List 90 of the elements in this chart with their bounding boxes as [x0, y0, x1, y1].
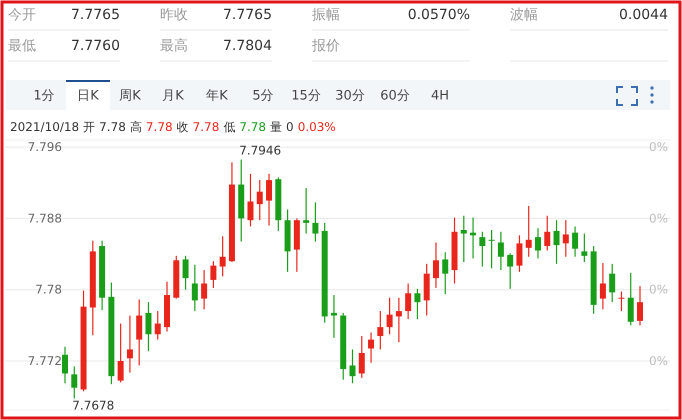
text: 报价 [311, 38, 340, 54]
candlestick [303, 188, 310, 234]
candlestick [488, 229, 495, 269]
candlestick [62, 346, 68, 384]
candlestick [118, 322, 124, 383]
candlestick [507, 252, 514, 290]
text: 7.7765 [71, 7, 120, 23]
text: 低 [223, 120, 236, 134]
candlestick [600, 262, 606, 310]
candlestick [210, 260, 216, 289]
candlestick [526, 205, 532, 258]
candlestick [256, 180, 263, 221]
text: 7.78 [99, 120, 126, 134]
text: 0% [648, 354, 668, 368]
text: 最低 [8, 38, 36, 54]
candlestick [544, 215, 550, 252]
text: 7.78 [192, 120, 220, 134]
text: 7.7760 [71, 38, 120, 54]
text: 今开 [8, 7, 36, 23]
text: 7.7765 [223, 7, 272, 23]
candlestick [201, 270, 208, 310]
candlestick [516, 234, 522, 272]
candlestick [192, 264, 198, 312]
text: 开 [83, 120, 96, 134]
candlestick [358, 335, 365, 379]
text: 波幅 [510, 7, 538, 23]
text: 月K [162, 88, 184, 104]
text: 高 [130, 120, 142, 134]
candlestick [405, 282, 412, 320]
candlestick [562, 220, 569, 258]
text: 7.7804 [223, 38, 272, 54]
candlestick [442, 252, 448, 295]
candlestick [414, 288, 420, 320]
annotation: 7.7678 [72, 398, 114, 412]
text: 15分 [291, 88, 321, 104]
candlestick [609, 263, 616, 303]
candlestick [247, 173, 254, 228]
candlestick [470, 216, 476, 260]
candlestick [126, 314, 133, 374]
text: 最高 [160, 38, 188, 54]
candlestick [71, 366, 78, 400]
text: 0.0570% [408, 7, 470, 23]
candlestick [554, 220, 560, 264]
candlestick [637, 286, 643, 326]
y-tick-label: 7.78 [35, 282, 62, 297]
candlestick [432, 242, 439, 289]
candlestick [581, 232, 588, 263]
text: 0.0044 [619, 7, 668, 23]
candlestick [618, 290, 624, 312]
text: 7.78 [146, 120, 173, 134]
text: 5分 [252, 88, 274, 104]
candlestick [182, 255, 189, 290]
text: 日K [77, 88, 100, 104]
text: 7.78 [239, 120, 266, 134]
text: 0 [286, 120, 294, 134]
candlestick [266, 173, 272, 226]
y-tick-label: 7.788 [28, 211, 62, 226]
text: 收 [176, 120, 189, 134]
y-tick-label: 7.796 [28, 140, 62, 154]
text: 振幅 [312, 7, 340, 23]
candlestick [460, 215, 467, 263]
text: 0% [648, 211, 668, 226]
text: 0% [648, 282, 668, 297]
candlestick [350, 348, 356, 384]
candlestick [220, 236, 226, 277]
candlestick [368, 332, 374, 364]
candlestick [145, 302, 152, 352]
text: 2021/10/18 [10, 120, 80, 134]
y-tick-label: 7.772 [28, 354, 62, 368]
candlestick [479, 231, 486, 268]
candlestick [572, 226, 578, 258]
candlestick [534, 228, 541, 260]
text: 30分 [335, 88, 365, 104]
text: 4H [430, 88, 450, 104]
text: 0% [648, 140, 668, 154]
text: 年K [206, 88, 228, 104]
candlestick [154, 310, 161, 340]
candlestick [330, 294, 337, 338]
candlestick [386, 297, 393, 335]
annotation: 7.7946 [239, 144, 282, 158]
text: 60分 [380, 88, 410, 104]
text: 周K [119, 88, 142, 104]
text: 0.03% [298, 120, 336, 134]
text: 量 [270, 120, 282, 134]
text: 1分 [33, 88, 55, 104]
candlestick [498, 231, 504, 271]
candlestick [396, 297, 402, 343]
text: 昨收 [160, 7, 188, 23]
candlestick [377, 310, 384, 350]
candlestick [312, 202, 318, 242]
